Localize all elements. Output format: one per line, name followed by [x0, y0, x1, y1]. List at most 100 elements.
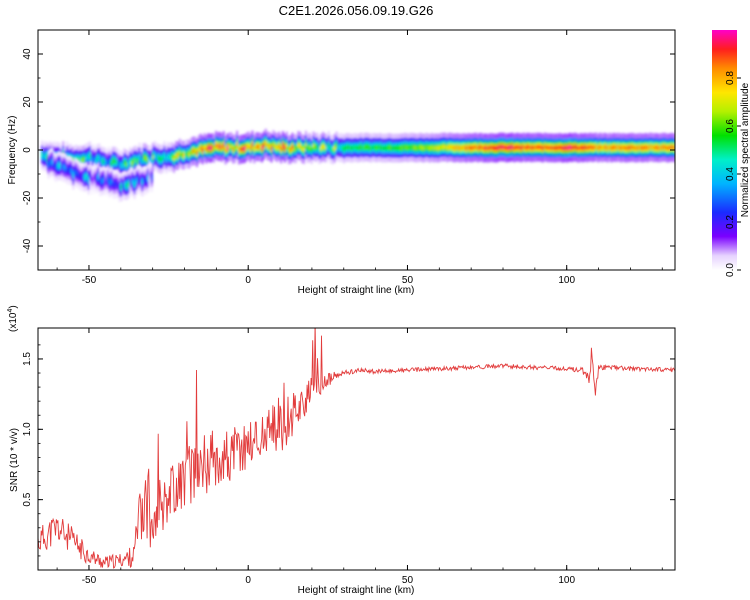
spectrogram-cell [513, 146, 516, 150]
spectrogram-cell [322, 144, 325, 149]
spectrogram-cell [580, 145, 583, 150]
spectrogram-cell [346, 145, 349, 150]
spectrogram-cell [59, 163, 61, 168]
colorbar-label: Normalized spectral amplitude [740, 82, 750, 217]
figure-title: C2E1.2026.056.09.19.G26 [279, 3, 434, 18]
spectrogram-cell [324, 145, 326, 150]
spectrogram-cell [97, 174, 100, 179]
spectrogram-cell [93, 175, 96, 179]
spectrogram-cell [104, 179, 107, 184]
spectrogram-cell [83, 175, 86, 180]
spectrogram-cell [278, 144, 281, 148]
spectrogram-cell [645, 145, 648, 150]
spectrogram-cell [245, 145, 248, 149]
spectrogram-cell [117, 161, 120, 166]
spectrogram-cell [287, 147, 290, 152]
spectrogram-cell [301, 146, 304, 151]
spectrogram-cell [520, 145, 523, 150]
spectrogram-cell [49, 160, 52, 165]
spectrogram-cell [213, 146, 216, 151]
spectrogram-cell [411, 145, 414, 150]
spectrogram-cell [261, 146, 263, 150]
spectrogram-cell [656, 145, 659, 150]
spectrogram-cell [555, 146, 558, 150]
y-tick-label: 0.5 [22, 492, 33, 506]
spectrogram-cell [108, 180, 111, 185]
spectrogram-cell [576, 146, 579, 150]
spectrogram-cell [283, 146, 286, 151]
spectrogram-cell [131, 161, 133, 166]
spectrogram-cell [419, 145, 422, 150]
snr-y-axis: 0.5 1.0 1.5 [22, 344, 675, 557]
spectrogram-cell [450, 145, 453, 149]
spectrogram-cell [209, 146, 212, 151]
spectrogram-cell [490, 145, 493, 150]
spectrogram-cell [228, 144, 231, 149]
spectrogram-cell [635, 146, 638, 150]
snr-x-label: Height of straight line (km) [298, 585, 415, 596]
spectrogram-cell [666, 146, 669, 150]
spectrogram-cell [199, 146, 202, 150]
spectrogram-cell [43, 155, 46, 159]
spectrogram-cell [390, 146, 393, 150]
x-tick-label: 100 [558, 275, 575, 286]
spectrogram-cell [295, 146, 298, 151]
spectrogram-cell [637, 145, 640, 150]
spectrogram-cell [152, 155, 154, 159]
spectrogram-cell [591, 145, 594, 150]
spectrogram-cell [81, 158, 84, 163]
x-tick-label: 50 [402, 275, 414, 286]
spectrogram-cell [272, 142, 275, 147]
spectrogram-cell [496, 146, 498, 151]
spectrogram-cell [80, 174, 82, 179]
spectrogram-cell [293, 146, 296, 151]
spectrogram-cell [262, 143, 265, 148]
spectrogram-cell [92, 156, 95, 161]
spectrogram-cell [377, 145, 380, 150]
spectrogram-cell [310, 147, 313, 152]
spectrogram-panel: -50 0 50 100 -40 -20 0 20 40 Height of straight… [7, 29, 676, 296]
spectrogram-cell [285, 144, 288, 148]
spectrogram-cell [320, 146, 323, 151]
spectrogram-cell [190, 149, 193, 154]
spectrogram-cell [343, 147, 346, 151]
spectrogram-cell [165, 157, 168, 161]
spectrogram-cell [375, 145, 378, 150]
spectrogram-cell [68, 167, 71, 172]
spectrogram-cell [74, 169, 77, 174]
spectrogram-main-trace [41, 128, 675, 181]
spectrogram-cell [266, 144, 269, 148]
spectrogram-cell [561, 146, 563, 150]
spectrogram-cell [96, 156, 99, 161]
spectrogram-cell [178, 151, 181, 155]
spectrogram-cell [545, 145, 548, 150]
spectrogram-cell [452, 145, 455, 150]
spectrogram-cell [60, 165, 63, 169]
spectrogram-cell [270, 146, 273, 150]
spectrogram-cell [668, 146, 670, 150]
spectrogram-cell [618, 145, 621, 150]
spectrogram-cell [203, 145, 206, 150]
spectrogram-cell [476, 146, 479, 150]
y-tick-label: -40 [22, 238, 33, 253]
spectrogram-cell [70, 169, 73, 174]
spectrogram-cell [100, 159, 103, 163]
spectrogram-cell [169, 155, 172, 160]
snr-x-axis: -50 0 50 100 [56, 328, 663, 586]
spectrogram-cell [115, 160, 118, 165]
spectrogram-cell [469, 146, 472, 150]
spectrogram-cell [471, 146, 474, 150]
spectrogram-cell [373, 145, 376, 150]
spectrogram-cell [626, 146, 628, 150]
spectrogram-cell [194, 148, 197, 153]
spectrogram-cell [662, 145, 665, 150]
spectrogram-cell [614, 145, 617, 150]
spectrogram-cell [578, 146, 581, 151]
spectrogram-cell [137, 176, 140, 181]
spectrogram-cell [400, 145, 403, 150]
spectrogram-cell [132, 159, 135, 163]
spectrogram-cell [224, 148, 227, 152]
spectrogram-cell [599, 145, 602, 149]
spectrogram-cell [119, 163, 122, 167]
spectrogram-cell [518, 145, 521, 150]
